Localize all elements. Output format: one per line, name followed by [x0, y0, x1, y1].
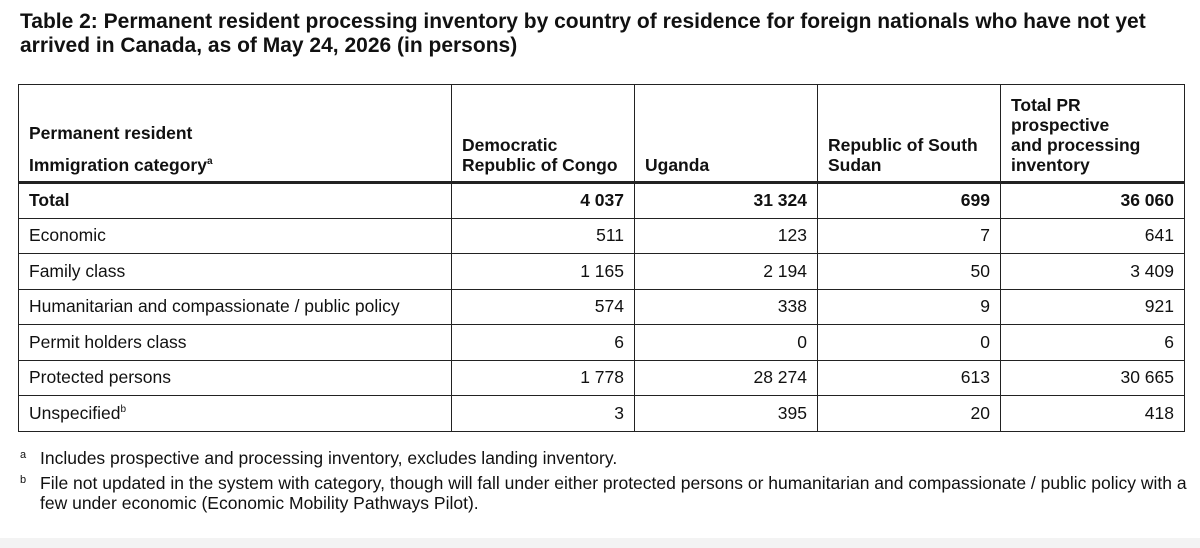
cell-drc: 4 037 — [451, 182, 635, 219]
table-row: Permit holders class 6 0 0 6 — [18, 324, 1185, 361]
row-category: Total — [18, 182, 452, 219]
header-category-line2: Immigration categorya — [29, 155, 441, 175]
cell-total: 921 — [1000, 288, 1185, 325]
footnote-mark: b — [20, 474, 27, 486]
row-category: Unspecifiedb — [18, 395, 452, 432]
cell-uganda: 2 194 — [634, 253, 818, 290]
row-category-text: Permit holders class — [29, 331, 187, 352]
cell-drc: 574 — [451, 288, 635, 325]
cell-south-sudan: 20 — [817, 395, 1001, 432]
row-category: Economic — [18, 217, 452, 254]
cell-south-sudan: 7 — [817, 217, 1001, 254]
cell-uganda: 28 274 — [634, 359, 818, 396]
table-row: Economic 511 123 7 641 — [18, 217, 1185, 254]
footnote-text: File not updated in the system with cate… — [40, 473, 1187, 513]
header-total-line4: inventory — [1011, 155, 1090, 175]
row-category-text: Humanitarian and compassionate / public … — [29, 296, 400, 317]
cell-total: 30 665 — [1000, 359, 1185, 396]
cell-uganda: 123 — [634, 217, 818, 254]
footnote-text: Includes prospective and processing inve… — [40, 448, 618, 468]
header-total: Total PR prospective and processing inve… — [1000, 84, 1185, 184]
cell-drc: 1 165 — [451, 253, 635, 290]
cell-total: 418 — [1000, 395, 1185, 432]
header-category: Permanent resident Immigration categorya — [18, 84, 452, 184]
header-drc-line1: Democratic — [462, 135, 558, 155]
cell-south-sudan: 0 — [817, 324, 1001, 361]
row-category-text: Total — [29, 190, 70, 211]
footnote-ref-b: b — [120, 403, 127, 415]
cell-drc: 3 — [451, 395, 635, 432]
header-uganda: Uganda — [634, 84, 818, 184]
footnote-ref-a: a — [206, 156, 213, 167]
cell-south-sudan: 50 — [817, 253, 1001, 290]
header-drc-line2: Republic of Congo — [462, 155, 618, 175]
cell-south-sudan: 613 — [817, 359, 1001, 396]
row-category-text: Family class — [29, 260, 126, 281]
table-title: Table 2: Permanent resident processing i… — [20, 10, 1146, 57]
header-south-sudan-line2: Sudan — [828, 155, 882, 175]
cell-total: 6 — [1000, 324, 1185, 361]
header-total-line1: Total PR — [1011, 95, 1081, 115]
table-row: Family class 1 165 2 194 50 3 409 — [18, 253, 1185, 290]
inventory-table: Permanent resident Immigration categorya… — [18, 84, 1185, 432]
cell-drc: 511 — [451, 217, 635, 254]
cell-south-sudan: 699 — [817, 182, 1001, 219]
cell-drc: 6 — [451, 324, 635, 361]
cell-total: 3 409 — [1000, 253, 1185, 290]
footnotes: a Includes prospective and processing in… — [20, 448, 1190, 518]
cell-total: 641 — [1000, 217, 1185, 254]
header-category-text: Immigration category — [29, 155, 207, 175]
row-category: Protected persons — [18, 359, 452, 396]
row-category: Permit holders class — [18, 324, 452, 361]
table-header-row: Permanent resident Immigration categorya… — [18, 84, 1185, 184]
table-row-total: Total 4 037 31 324 699 36 060 — [18, 182, 1185, 219]
row-category: Family class — [18, 253, 452, 290]
row-category-text: Economic — [29, 225, 106, 246]
cell-uganda: 338 — [634, 288, 818, 325]
header-south-sudan-line1: Republic of South — [828, 135, 978, 155]
header-drc: Democratic Republic of Congo — [451, 84, 635, 184]
page-bottom-band — [0, 538, 1200, 548]
cell-drc: 1 778 — [451, 359, 635, 396]
table-row: Protected persons 1 778 28 274 613 30 66… — [18, 359, 1185, 396]
row-category-text: Unspecified — [29, 402, 121, 423]
footnote-a: a Includes prospective and processing in… — [20, 448, 1190, 468]
header-south-sudan: Republic of South Sudan — [817, 84, 1001, 184]
cell-total: 36 060 — [1000, 182, 1185, 219]
cell-uganda: 31 324 — [634, 182, 818, 219]
footnote-b: b File not updated in the system with ca… — [20, 473, 1190, 513]
header-total-line3: and processing — [1011, 135, 1141, 155]
row-category-text: Protected persons — [29, 367, 172, 388]
row-category: Humanitarian and compassionate / public … — [18, 288, 452, 325]
header-total-line2: prospective — [1011, 115, 1110, 135]
table-row: Humanitarian and compassionate / public … — [18, 288, 1185, 325]
cell-uganda: 395 — [634, 395, 818, 432]
header-category-line1: Permanent resident — [29, 123, 193, 143]
cell-uganda: 0 — [634, 324, 818, 361]
table-row: Unspecifiedb 3 395 20 418 — [18, 395, 1185, 432]
footnote-mark: a — [20, 449, 27, 461]
cell-south-sudan: 9 — [817, 288, 1001, 325]
